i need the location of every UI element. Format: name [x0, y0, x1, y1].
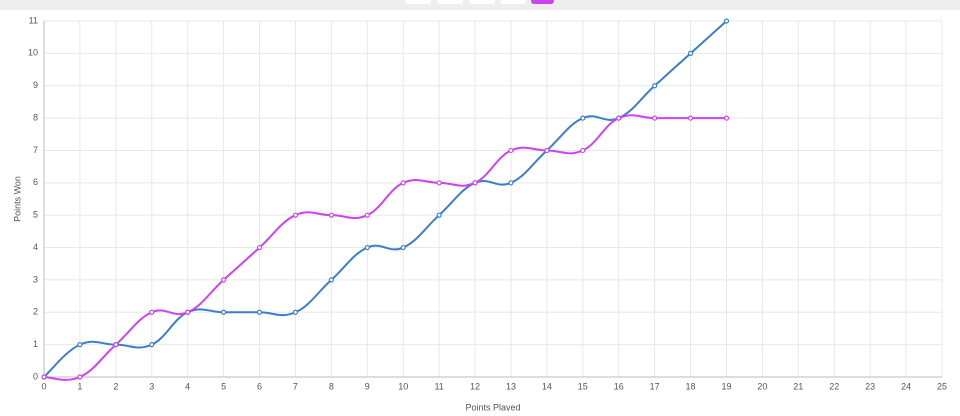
x-tick-label: 6: [257, 381, 262, 391]
x-axis-label: Points Played: [465, 402, 520, 411]
data-point: [256, 244, 263, 251]
data-point: [77, 374, 83, 380]
x-tick-label: 24: [901, 381, 911, 391]
x-tick-label: 8: [329, 381, 334, 391]
x-tick-label: 9: [365, 381, 370, 391]
data-point: [400, 180, 406, 186]
data-point: [652, 115, 658, 121]
x-tick-label: 14: [542, 381, 552, 391]
toolbar-button[interactable]: [469, 0, 495, 4]
x-tick-label: 23: [865, 381, 875, 391]
data-point: [508, 180, 514, 186]
x-tick-label: 20: [757, 381, 767, 391]
y-tick-label: 0: [33, 371, 38, 381]
x-tick-label: 3: [149, 381, 154, 391]
y-tick-label: 6: [33, 177, 38, 187]
y-tick-label: 1: [33, 339, 38, 349]
series-line: [43, 114, 727, 381]
data-point: [149, 342, 155, 348]
y-tick-label: 11: [29, 15, 38, 25]
y-tick-label: 2: [33, 307, 38, 317]
toolbar-button[interactable]: [405, 0, 431, 4]
x-tick-label: 12: [470, 381, 480, 391]
y-tick-label: 4: [33, 242, 38, 252]
x-tick-label: 1: [77, 381, 82, 391]
data-point: [400, 244, 406, 251]
data-point: [580, 115, 586, 121]
x-tick-label: 11: [434, 381, 443, 391]
y-tick-label: 8: [33, 112, 38, 122]
data-point: [652, 83, 658, 89]
data-point: [436, 180, 442, 186]
x-tick-label: 5: [221, 381, 226, 391]
y-tick-label: 5: [33, 210, 38, 220]
y-tick-label: 10: [28, 48, 38, 58]
data-point: [687, 115, 694, 121]
data-point: [616, 115, 622, 121]
x-tick-label: 15: [578, 381, 588, 391]
x-tick-label: 19: [721, 381, 731, 391]
x-tick-label: 16: [614, 381, 624, 391]
data-point: [364, 244, 370, 251]
data-point: [113, 342, 119, 348]
data-point: [723, 115, 730, 121]
y-tick-label: 7: [33, 145, 38, 155]
y-axis-label: Points Won: [12, 176, 22, 222]
x-tick-label: 17: [650, 381, 660, 391]
data-point: [328, 277, 334, 283]
data-point: [328, 212, 334, 218]
x-tick-label: 22: [829, 381, 839, 391]
data-point: [364, 212, 370, 218]
data-point: [149, 309, 155, 315]
data-point: [544, 147, 550, 154]
data-point: [292, 309, 299, 315]
x-tick-label: 25: [937, 381, 947, 391]
toolbar-button[interactable]: [531, 0, 554, 4]
y-tick-label: 3: [33, 274, 38, 284]
x-tick-label: 13: [506, 381, 516, 391]
x-tick-label: 21: [793, 381, 803, 391]
x-tick-label: 0: [41, 381, 46, 391]
x-tick-label: 7: [293, 381, 298, 391]
toolbar-button[interactable]: [500, 0, 526, 4]
data-point: [580, 147, 586, 154]
x-tick-label: 18: [686, 381, 696, 391]
data-point: [436, 212, 442, 218]
data-point: [472, 180, 478, 186]
x-tick-label: 10: [398, 381, 408, 391]
data-point: [221, 277, 227, 283]
toolbar-button[interactable]: [437, 0, 463, 4]
data-point: [221, 309, 227, 315]
data-point: [256, 309, 263, 315]
y-tick-label: 9: [33, 80, 38, 90]
data-point: [687, 50, 694, 56]
top-bar: [0, 0, 960, 10]
data-point: [723, 18, 730, 24]
data-point: [77, 342, 83, 348]
x-tick-label: 2: [113, 381, 118, 391]
data-point: [508, 147, 514, 154]
data-point: [41, 374, 47, 380]
x-tick-label: 4: [185, 381, 190, 391]
data-point: [185, 309, 191, 315]
data-point: [292, 212, 299, 218]
